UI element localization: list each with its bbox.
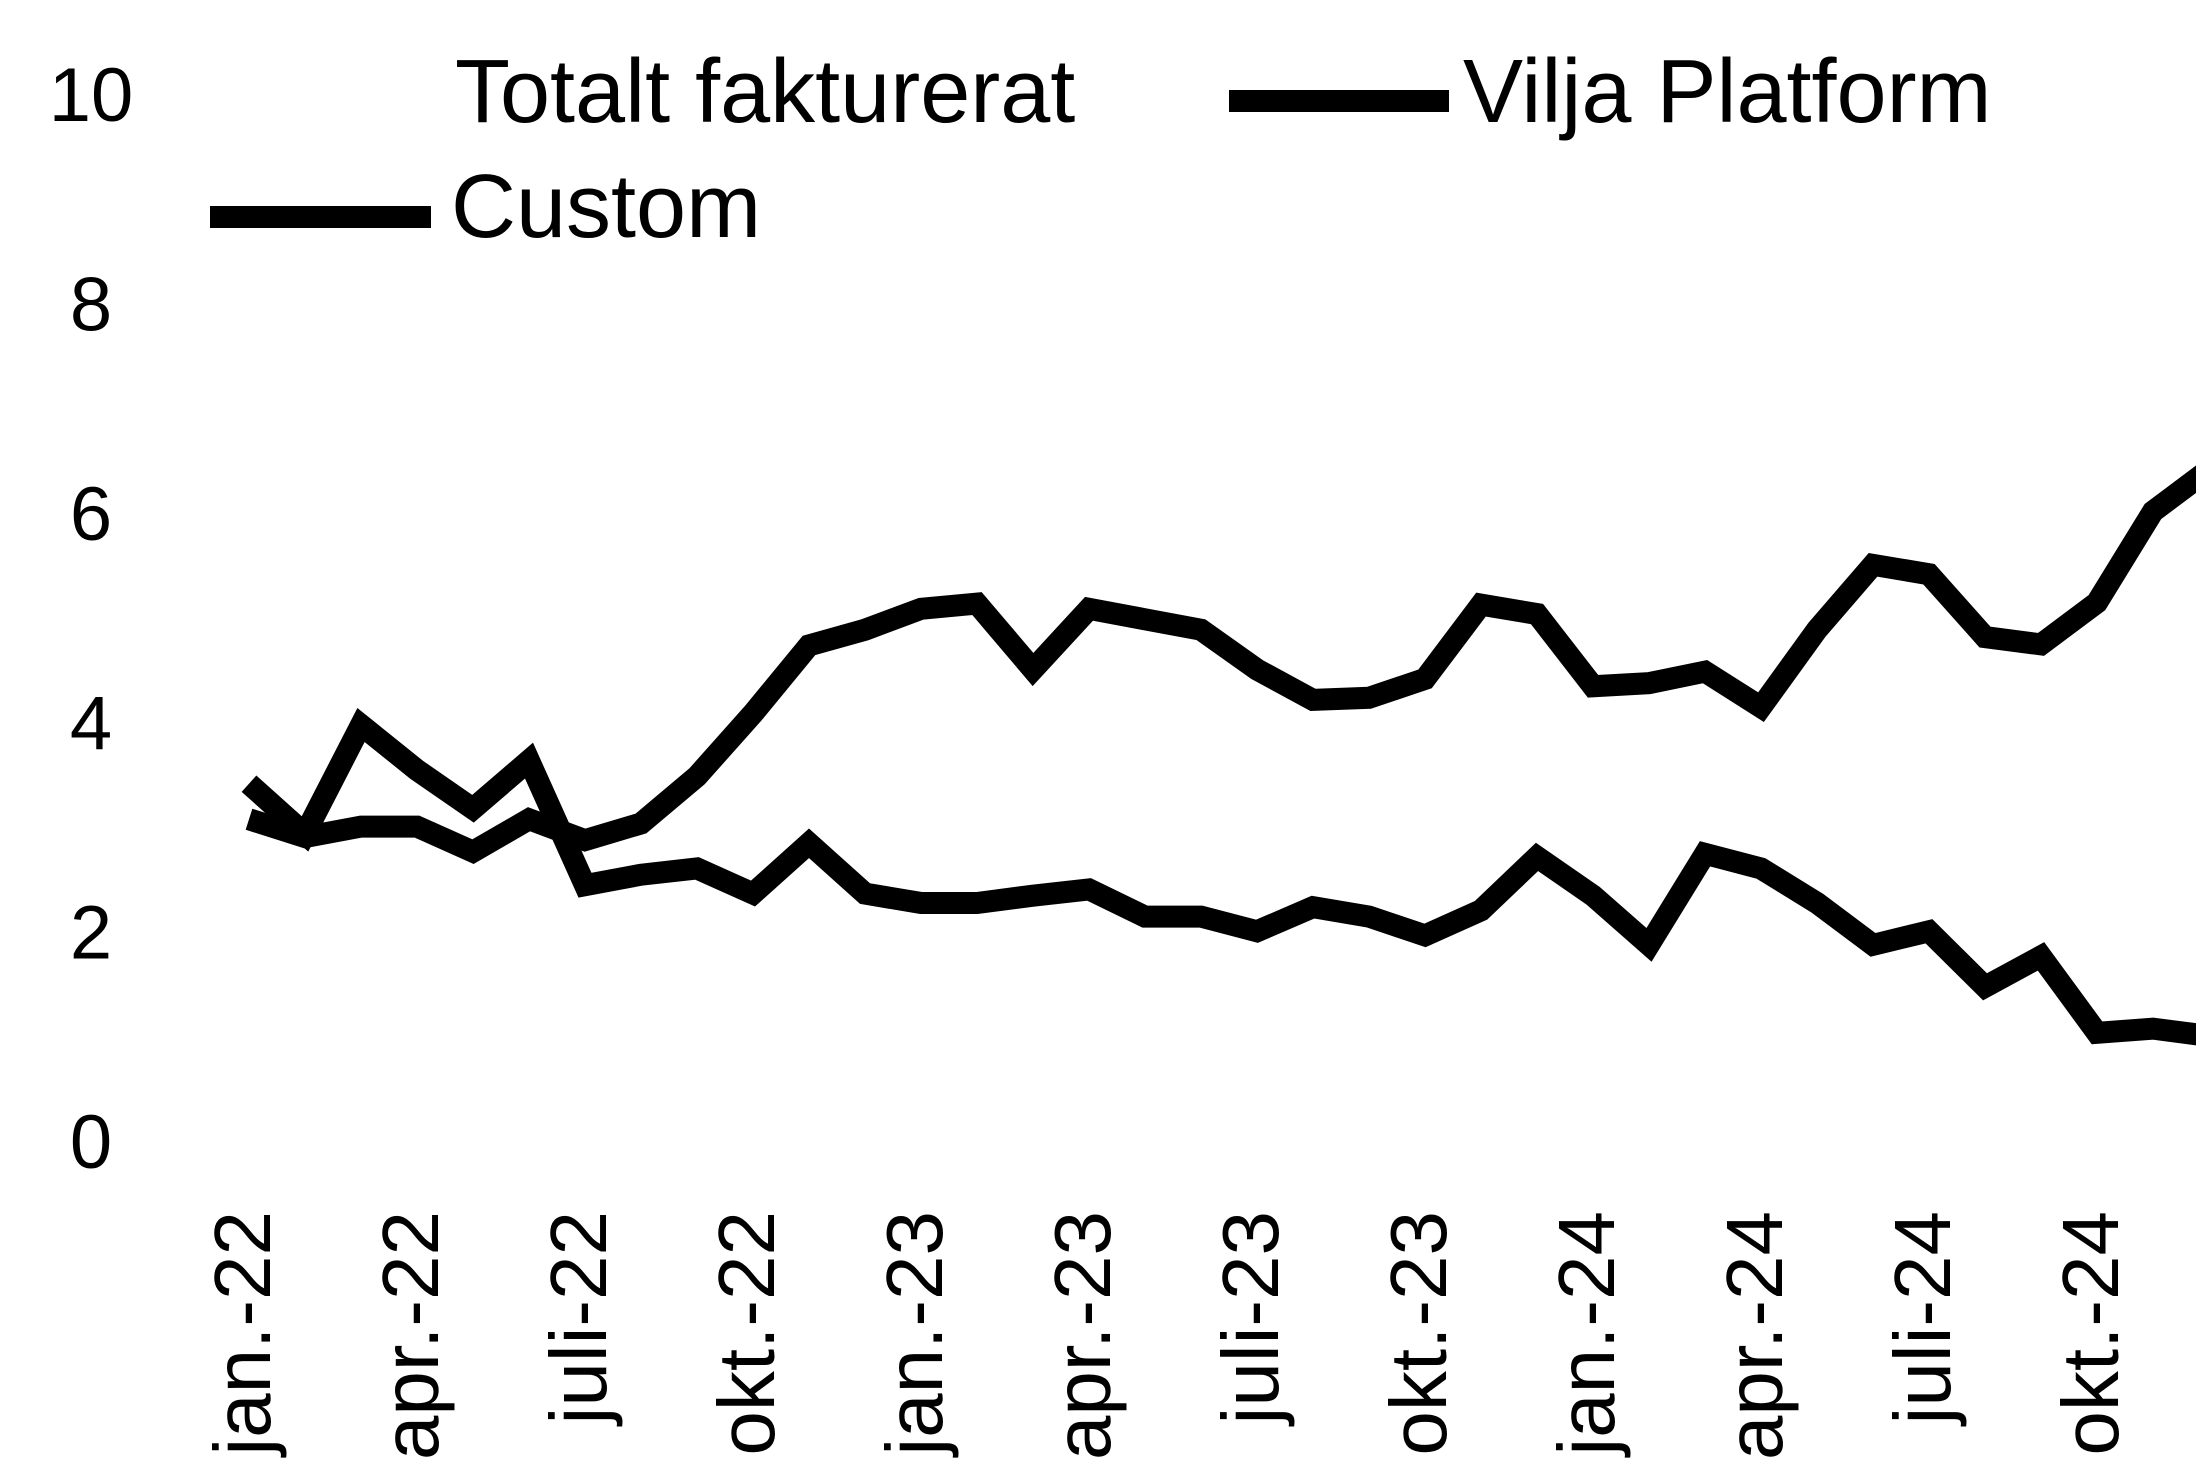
series-line — [245, 465, 2196, 865]
y-tick-label: 10 — [49, 53, 134, 138]
x-tick-label: jan.-22 — [198, 1211, 287, 1458]
x-tick-label: apr.-24 — [1710, 1211, 1799, 1460]
y-tick-label: 8 — [70, 262, 112, 347]
x-tick-label: okt.-22 — [702, 1211, 791, 1456]
y-tick-label: 6 — [70, 472, 112, 557]
legend-label: Custom — [451, 157, 761, 257]
x-tick-label: okt.-24 — [2046, 1211, 2135, 1456]
y-tick-label: 2 — [70, 891, 112, 976]
x-tick-label: juli-24 — [1878, 1211, 1967, 1426]
series-line — [241, 707, 2196, 1046]
x-tick-label: juli-23 — [1206, 1211, 1295, 1426]
x-tick-label: apr.-23 — [1038, 1211, 1127, 1460]
x-tick-label: juli-22 — [534, 1211, 623, 1426]
x-tick-label: jan.-24 — [1542, 1211, 1631, 1458]
x-tick-label: jan.-23 — [870, 1211, 959, 1458]
y-tick-label: 0 — [70, 1100, 112, 1185]
legend-label: Totalt fakturerat — [455, 42, 1075, 142]
x-tick-label: okt.-23 — [1374, 1211, 1463, 1456]
x-tick-label: apr.-22 — [366, 1211, 455, 1460]
legend-label: Vilja Platform — [1463, 42, 1992, 142]
y-tick-label: 4 — [70, 681, 112, 766]
